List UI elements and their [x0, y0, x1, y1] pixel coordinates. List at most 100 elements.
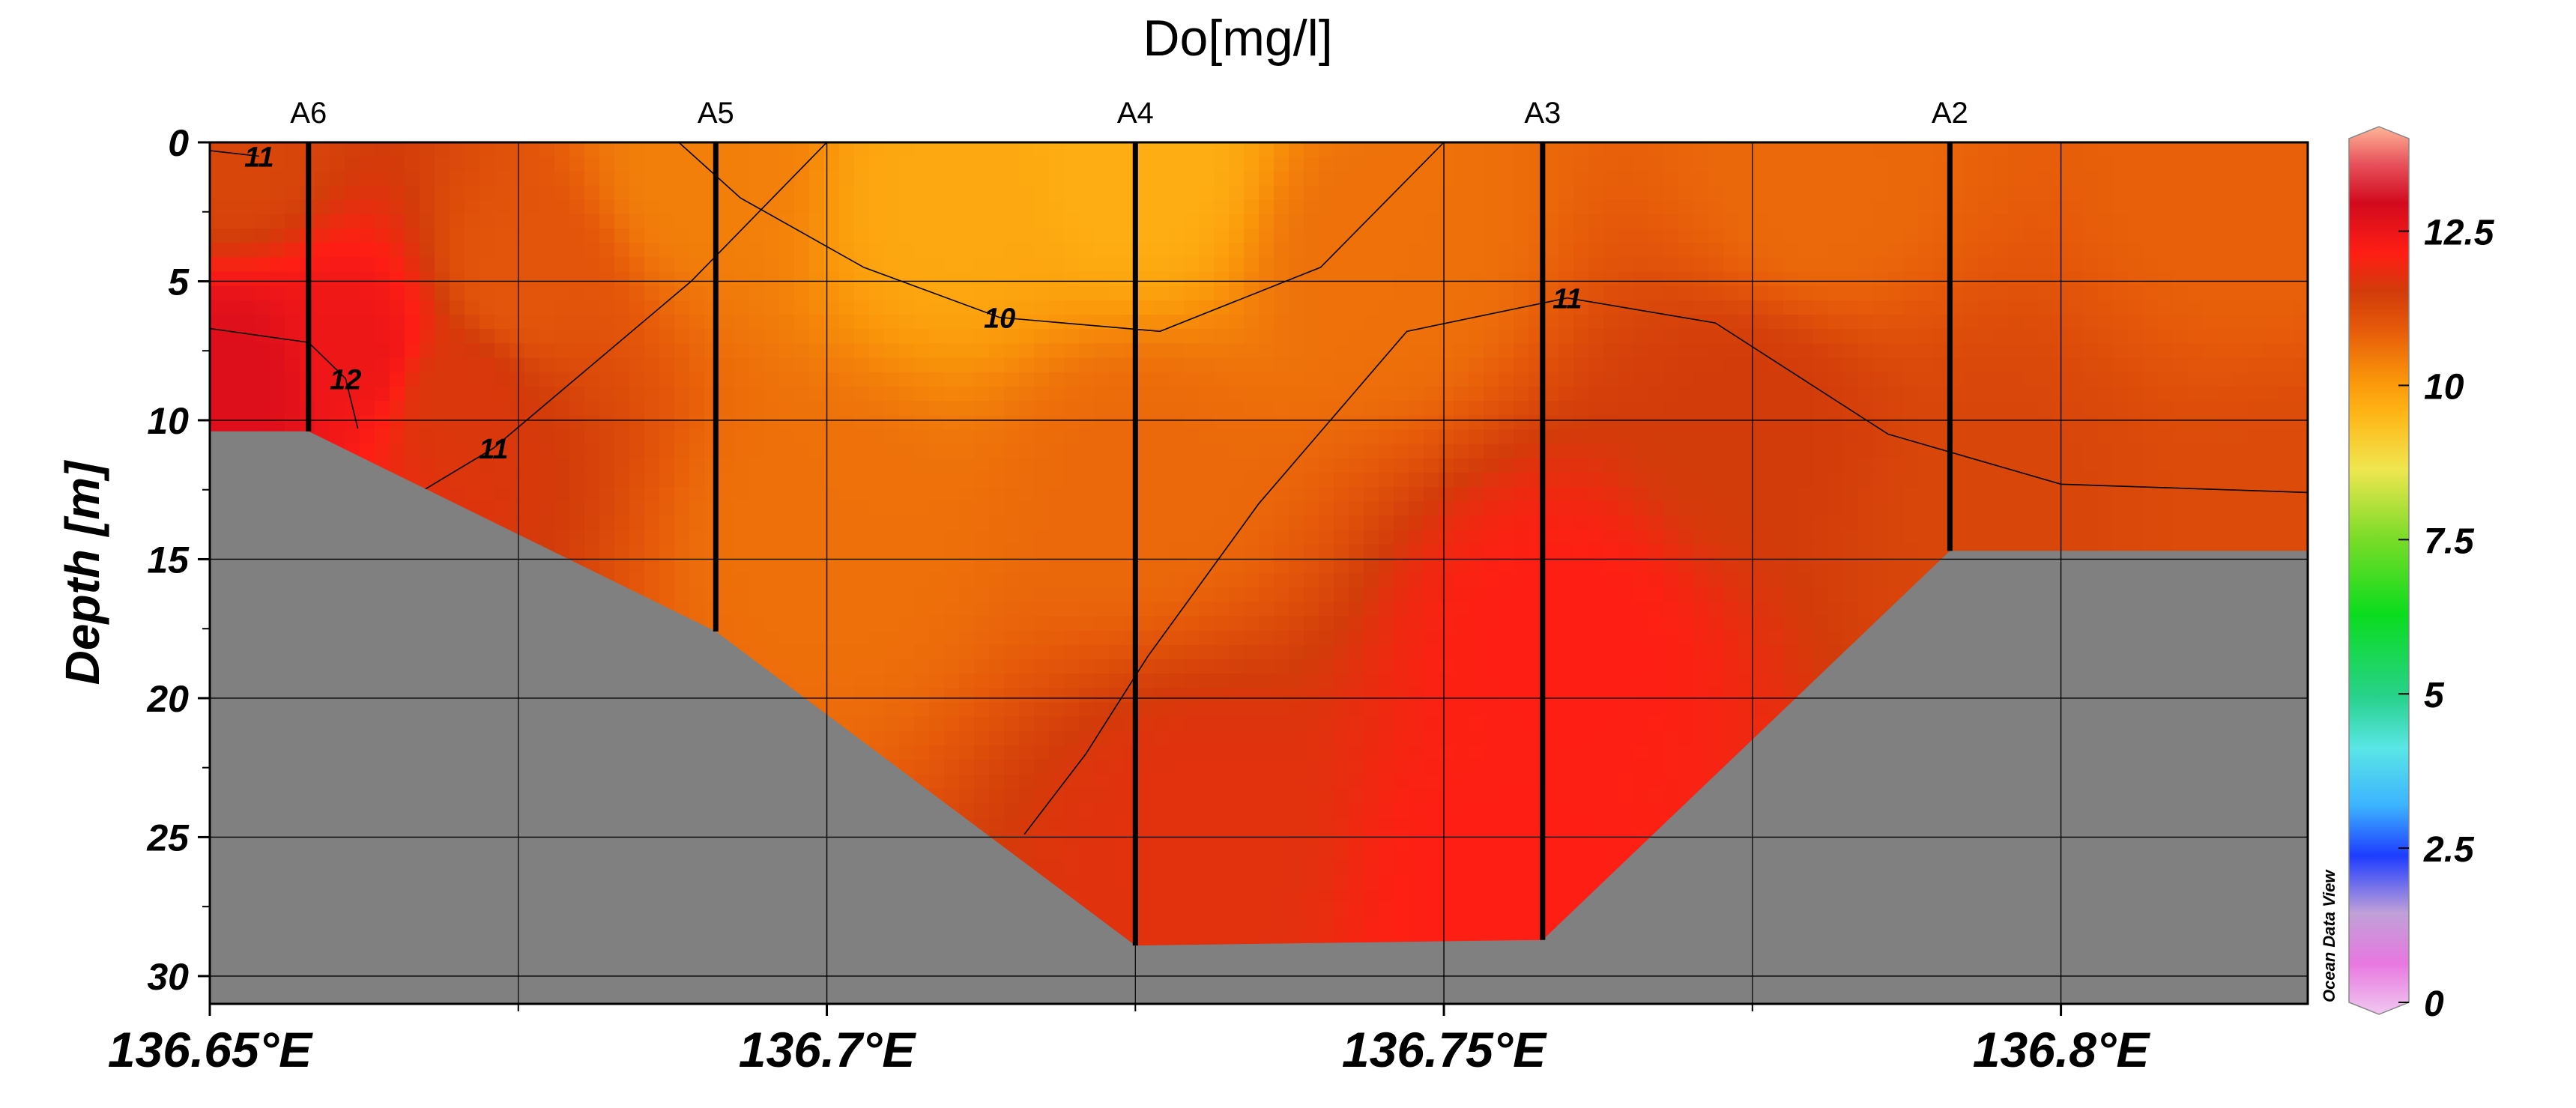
- field-cell: [390, 315, 405, 330]
- field-cell: [989, 443, 1005, 459]
- field-cell: [1004, 659, 1020, 674]
- field-cell: [599, 357, 615, 373]
- field-cell: [1244, 401, 1260, 416]
- field-cell: [1199, 673, 1215, 688]
- field-cell: [1334, 171, 1349, 187]
- field-cell: [240, 300, 256, 315]
- field-cell: [1244, 760, 1260, 775]
- field-cell: [1334, 386, 1349, 402]
- field-cell: [495, 157, 510, 172]
- field-cell: [1439, 788, 1454, 804]
- field-cell: [1364, 644, 1379, 660]
- field-cell: [1379, 802, 1394, 818]
- field-cell: [854, 573, 870, 588]
- field-cell: [824, 357, 840, 373]
- field-cell: [749, 415, 765, 430]
- field-cell: [1289, 688, 1304, 703]
- field-cell: [345, 199, 360, 215]
- field-cell: [779, 644, 795, 660]
- field-cell: [210, 243, 226, 258]
- field-cell: [1364, 443, 1379, 459]
- field-cell: [1274, 558, 1289, 574]
- field-cell: [584, 544, 600, 560]
- field-cell: [959, 730, 975, 746]
- field-cell: [899, 214, 915, 229]
- field-cell: [510, 415, 525, 430]
- field-cell: [1169, 616, 1185, 632]
- field-cell: [495, 429, 510, 445]
- field-cell: [1424, 730, 1439, 746]
- field-cell: [809, 659, 825, 674]
- field-cell: [1439, 730, 1454, 746]
- field-cell: [1289, 243, 1304, 258]
- field-cell: [1274, 315, 1289, 330]
- field-cell: [1409, 329, 1424, 344]
- field-cell: [1019, 760, 1035, 775]
- field-cell: [929, 386, 945, 402]
- field-cell: [1184, 558, 1200, 574]
- field-cell: [240, 357, 256, 373]
- field-cell: [240, 243, 256, 258]
- field-cell: [614, 401, 630, 416]
- field-cell: [914, 745, 930, 760]
- field-cell: [734, 142, 750, 157]
- field-cell: [1379, 501, 1394, 516]
- field-cell: [1379, 157, 1394, 172]
- field-cell: [1379, 558, 1394, 574]
- field-cell: [1244, 802, 1260, 818]
- field-cell: [674, 271, 690, 287]
- field-cell: [375, 199, 390, 215]
- field-cell: [899, 443, 915, 459]
- field-cell: [719, 472, 735, 488]
- field-cell: [1424, 501, 1439, 516]
- field-cell: [659, 185, 675, 201]
- field-cell: [929, 315, 945, 330]
- field-cell: [899, 429, 915, 445]
- field-cell: [1274, 587, 1289, 602]
- field-cell: [1184, 730, 1200, 746]
- field-cell: [839, 171, 855, 187]
- field-cell: [689, 343, 705, 359]
- field-cell: [1094, 199, 1110, 215]
- field-cell: [689, 602, 705, 617]
- field-cell: [824, 329, 840, 344]
- field-cell: [1259, 199, 1275, 215]
- field-cell: [375, 271, 390, 287]
- field-cell: [1004, 487, 1020, 502]
- field-cell: [1259, 817, 1275, 832]
- field-cell: [524, 171, 540, 187]
- field-cell: [1034, 401, 1050, 416]
- field-cell: [1004, 673, 1020, 688]
- field-cell: [1274, 760, 1289, 775]
- field-cell: [719, 372, 735, 387]
- field-cell: [914, 429, 930, 445]
- field-cell: [1079, 271, 1095, 287]
- field-cell: [1184, 644, 1200, 660]
- field-cell: [240, 157, 256, 172]
- field-cell: [1169, 788, 1185, 804]
- field-cell: [210, 214, 226, 229]
- field-cell: [1094, 745, 1110, 760]
- field-cell: [689, 487, 705, 502]
- field-cell: [255, 243, 270, 258]
- field-cell: [989, 802, 1005, 818]
- field-cell: [1079, 832, 1095, 847]
- field-cell: [1349, 903, 1364, 918]
- field-cell: [1454, 171, 1469, 187]
- field-cell: [659, 573, 675, 588]
- field-cell: [869, 515, 885, 531]
- field-cell: [869, 501, 885, 516]
- field-cell: [734, 386, 750, 402]
- field-cell: [974, 515, 990, 531]
- field-cell: [959, 659, 975, 674]
- field-cell: [1394, 888, 1409, 904]
- field-cell: [1169, 285, 1185, 301]
- field-cell: [734, 157, 750, 172]
- field-cell: [1379, 300, 1394, 315]
- field-cell: [1214, 515, 1230, 531]
- field-cell: [1139, 903, 1155, 918]
- field-cell: [899, 372, 915, 387]
- field-cell: [569, 443, 585, 459]
- field-cell: [854, 199, 870, 215]
- field-cell: [405, 329, 420, 344]
